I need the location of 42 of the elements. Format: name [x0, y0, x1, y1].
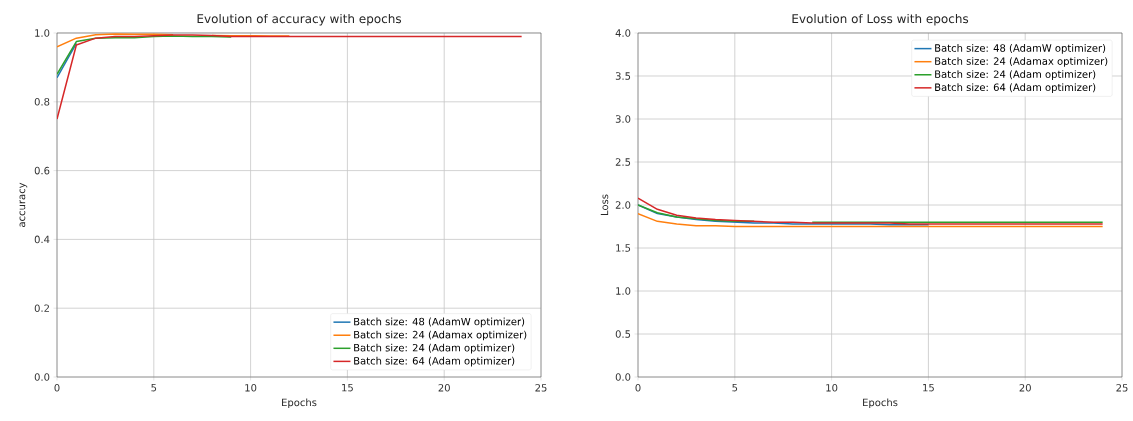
y-tick-label: 1.0	[35, 29, 50, 37]
line-series	[57, 35, 232, 76]
y-tick-label: 0.5	[615, 330, 631, 338]
y-tick-label: 0.0	[615, 373, 631, 381]
legend-label: Batch size: 24 (Adam optimizer)	[354, 343, 515, 354]
x-tick-label: 10	[245, 384, 257, 392]
y-tick-label: 2.5	[615, 158, 631, 166]
x-axis-title: Epochs	[863, 398, 898, 409]
x-tick-label: 20	[1019, 384, 1031, 392]
y-axis-title: Loss	[600, 194, 609, 215]
x-tick-label: 5	[151, 384, 157, 392]
y-tick-label: 1.0	[616, 287, 631, 295]
y-tick-label: 0.8	[34, 98, 50, 106]
y-tick-label: 0.0	[34, 373, 50, 381]
x-tick-label: 20	[438, 384, 450, 392]
y-tick-label: 4.0	[615, 29, 631, 37]
y-tick-label: 0.6	[34, 166, 50, 175]
legend-label: Batch size: 24 (Adamax optimizer)	[935, 57, 1108, 67]
y-tick-label: 3.5	[615, 72, 631, 80]
y-tick-label: 3.0	[615, 115, 631, 123]
legend-label: Batch size: 64 (Adam optimizer)	[935, 83, 1096, 93]
legend-label: Batch size: 24 (Adam optimizer)	[935, 70, 1096, 80]
y-axis-title: accuracy	[19, 182, 28, 227]
x-tick-label: 15	[923, 384, 934, 392]
y-tick-label: 0.2	[34, 304, 49, 312]
x-axis-title: Epochs	[282, 398, 317, 409]
chart-title: Evolution of Loss with epochs	[792, 13, 969, 26]
y-tick-label: 0.4	[34, 235, 50, 244]
y-tick-label: 1.5	[616, 244, 631, 252]
x-tick-label: 0	[54, 384, 60, 392]
legend-label: Batch size: 48 (AdamW optimizer)	[354, 317, 525, 328]
x-tick-label: 0	[635, 384, 641, 392]
y-tick-label: 2.0	[615, 201, 631, 209]
legend-label: Batch size: 64 (Adam optimizer)	[354, 356, 515, 367]
chart-title: Evolution of accuracy with epochs	[197, 13, 402, 26]
x-tick-label: 5	[732, 384, 738, 392]
x-tick-label: 15	[342, 384, 353, 392]
x-tick-label: 25	[1116, 384, 1128, 392]
legend-label: Batch size: 24 (Adamax optimizer)	[354, 330, 527, 341]
x-tick-label: 10	[826, 384, 838, 392]
x-tick-label: 25	[535, 384, 547, 392]
legend-label: Batch size: 48 (AdamW optimizer)	[935, 44, 1106, 54]
